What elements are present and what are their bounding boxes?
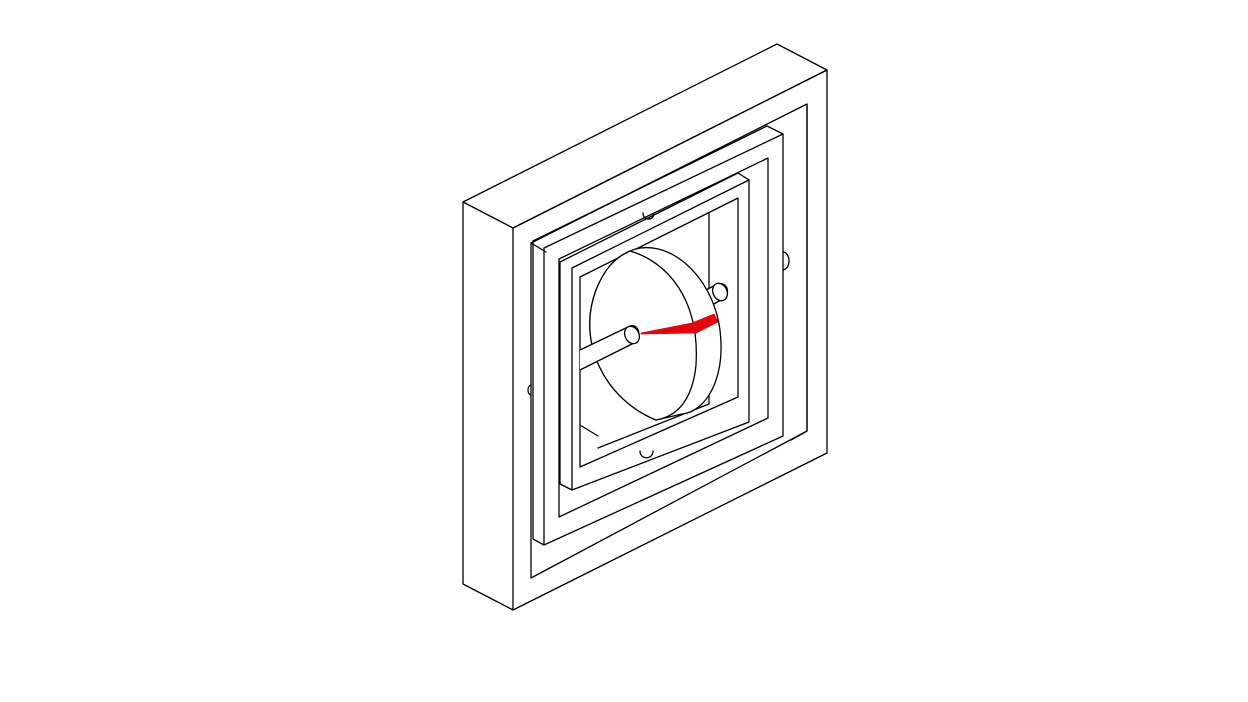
middle-ring-left-pivot [527, 384, 532, 396]
inner-ring-opening [579, 197, 739, 468]
middle-ring-right-pivot [782, 251, 790, 271]
middle-ring-front [543, 133, 784, 546]
axle-left-end [623, 325, 641, 345]
rotor-disc [589, 246, 722, 421]
rotor-spin-marker [640, 313, 719, 335]
axle-right-end [711, 282, 729, 302]
rotor-axle-front [579, 325, 641, 371]
outer-frame-left-face [462, 201, 514, 611]
middle-ring [527, 125, 790, 546]
outer-frame-front-face [512, 69, 828, 611]
inner-ring-outer-edge [559, 172, 750, 491]
inner-ring-bottom-pivot [639, 450, 654, 459]
outer-frame [462, 43, 828, 611]
inner-ring-top-pivot [642, 212, 655, 220]
middle-ring-inner-edge [558, 157, 769, 518]
middle-ring-outer-edge [532, 125, 784, 546]
inner-ring-front [571, 179, 750, 491]
rotor-disc-face [589, 250, 697, 421]
